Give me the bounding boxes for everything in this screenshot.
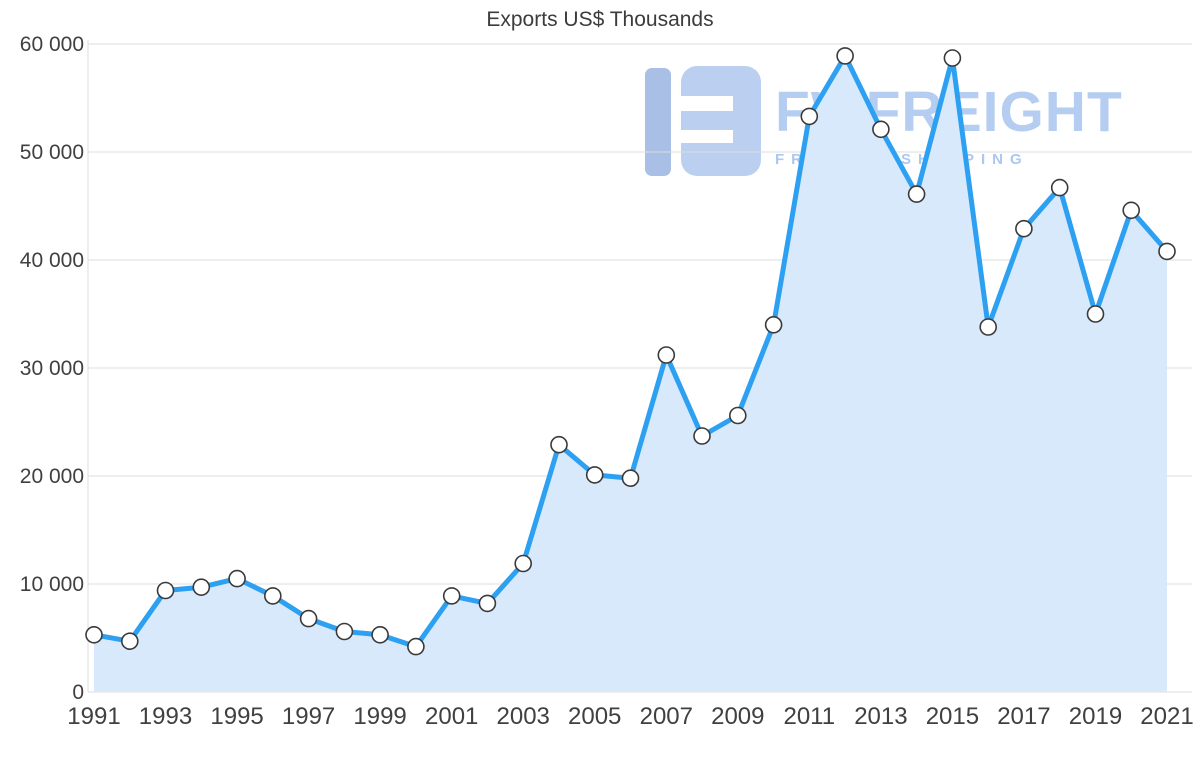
x-tick-label: 2005: [568, 703, 621, 730]
x-tick-label: 2009: [711, 703, 764, 730]
brand-logo-icon: [645, 66, 761, 176]
x-tick-label: 1999: [353, 703, 406, 730]
data-point-marker: [192, 578, 211, 597]
data-point-marker: [836, 47, 854, 65]
data-point-marker: [335, 622, 354, 641]
data-point-marker: [371, 625, 389, 644]
data-point-marker: [907, 185, 926, 203]
x-tick-label: 2017: [997, 703, 1050, 730]
x-tick-label: 2011: [783, 703, 835, 730]
data-point-marker: [800, 107, 819, 126]
x-tick-label: 1993: [139, 703, 192, 730]
data-point-marker: [299, 609, 318, 628]
data-point-marker: [478, 594, 497, 613]
data-point-marker: [156, 581, 175, 600]
x-tick-label: 2015: [926, 703, 979, 730]
data-point-marker: [1015, 219, 1033, 238]
data-point-marker: [121, 632, 139, 651]
data-point-marker: [1086, 305, 1105, 323]
x-tick-label: 2003: [497, 703, 550, 730]
x-tick-label: 2007: [640, 703, 693, 730]
data-point-marker: [872, 120, 890, 139]
y-tick-label: 10 000: [20, 573, 84, 596]
data-point-marker: [979, 318, 998, 336]
data-point-marker: [943, 49, 962, 67]
data-point-marker: [693, 427, 711, 445]
data-point-marker: [1050, 178, 1069, 197]
data-point-marker: [728, 406, 747, 425]
x-tick-label: 1997: [282, 703, 335, 730]
x-tick-label: 1995: [210, 703, 263, 730]
area-fill: [94, 55, 1167, 692]
y-tick-label: 50 000: [20, 141, 84, 164]
y-tick-label: 20 000: [20, 465, 84, 488]
data-point-marker: [585, 466, 604, 484]
data-point-marker: [228, 569, 246, 588]
data-point-marker: [1158, 242, 1176, 261]
x-tick-label: 2019: [1069, 703, 1122, 730]
data-point-marker: [407, 637, 425, 656]
y-tick-label: 0: [72, 681, 84, 704]
x-tick-label: 1991: [67, 703, 120, 730]
x-tick-label: 2013: [854, 703, 907, 730]
data-point-marker: [514, 554, 533, 573]
data-point-marker: [764, 315, 783, 334]
data-point-marker: [263, 587, 282, 605]
x-tick-label: 2021: [1140, 703, 1193, 730]
y-tick-label: 60 000: [20, 33, 84, 56]
data-point-marker: [85, 625, 103, 644]
data-point-marker: [657, 346, 676, 364]
data-point-marker: [550, 435, 568, 454]
y-tick-label: 40 000: [20, 249, 84, 272]
x-tick-label: 2001: [425, 703, 478, 730]
y-tick-label: 30 000: [20, 357, 84, 380]
data-point-marker: [621, 469, 640, 488]
data-point-marker: [442, 587, 461, 605]
data-point-marker: [1122, 201, 1140, 220]
chart-title: Exports US$ Thousands: [486, 8, 714, 31]
